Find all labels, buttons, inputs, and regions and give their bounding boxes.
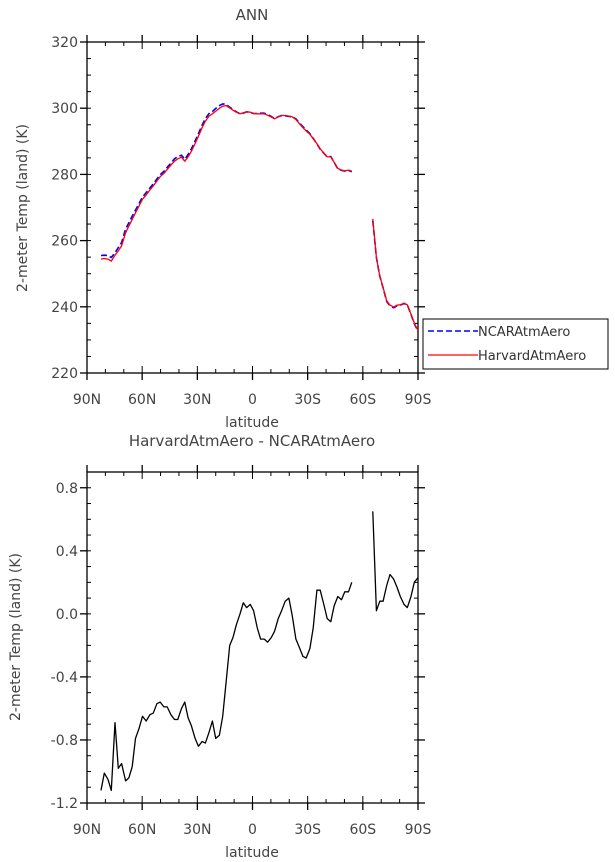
bottom-plot-xlabel: latitude: [225, 845, 279, 861]
x-tick-label: 90N: [73, 822, 101, 838]
x-tick-label: 30S: [294, 392, 321, 408]
x-tick-label: 90S: [405, 822, 432, 838]
x-tick-label: 60N: [128, 392, 156, 408]
y-tick-label: -0.4: [51, 670, 78, 686]
top-plot-xlabel: latitude: [225, 415, 279, 431]
top-plot-title: ANN: [236, 6, 269, 24]
y-tick-label: 320: [51, 35, 78, 51]
top-plot-temperature: ANN latitude 2-meter Temp (land) (K) NCA…: [15, 6, 609, 431]
x-tick-label: 30N: [183, 392, 211, 408]
legend-label-harvard: HarvardAtmAero: [478, 349, 586, 364]
bottom-plot-difference: HarvardAtmAero - NCARAtmAero latitude 2-…: [8, 432, 431, 861]
legend-label-ncar: NCARAtmAero: [478, 325, 570, 340]
y-tick-label: 0.4: [56, 544, 78, 560]
y-tick-label: 260: [51, 234, 78, 250]
x-tick-label: 90S: [405, 392, 432, 408]
y-tick-label: 220: [51, 366, 78, 382]
legend: NCARAtmAero HarvardAtmAero: [422, 318, 609, 370]
y-tick-label: -1.2: [51, 796, 78, 812]
series-line-ncaratmaero: [100, 103, 419, 332]
x-tick-label: 60S: [349, 822, 376, 838]
x-tick-label: 60S: [349, 392, 376, 408]
x-tick-label: 0: [248, 392, 257, 408]
plot-frame: [86, 471, 419, 804]
y-tick-label: -0.8: [51, 733, 78, 749]
x-tick-label: 30N: [183, 822, 211, 838]
bottom-plot-ylabel: 2-meter Temp (land) (K): [8, 553, 24, 721]
top-plot-ylabel: 2-meter Temp (land) (K): [15, 124, 31, 292]
x-tick-label: 60N: [128, 822, 156, 838]
bottom-plot-title: HarvardAtmAero - NCARAtmAero: [129, 432, 375, 450]
y-tick-label: 300: [51, 101, 78, 117]
legend-box: [422, 318, 609, 370]
y-tick-label: 280: [51, 167, 78, 183]
x-tick-label: 30S: [294, 822, 321, 838]
series-line-harvardatmaero: [100, 104, 419, 331]
y-tick-label: 0.0: [56, 607, 78, 623]
x-tick-label: 0: [248, 822, 257, 838]
x-tick-label: 90N: [73, 392, 101, 408]
y-tick-label: 240: [51, 300, 78, 316]
y-tick-label: 0.8: [56, 481, 78, 497]
series-line-difference: [100, 511, 419, 792]
